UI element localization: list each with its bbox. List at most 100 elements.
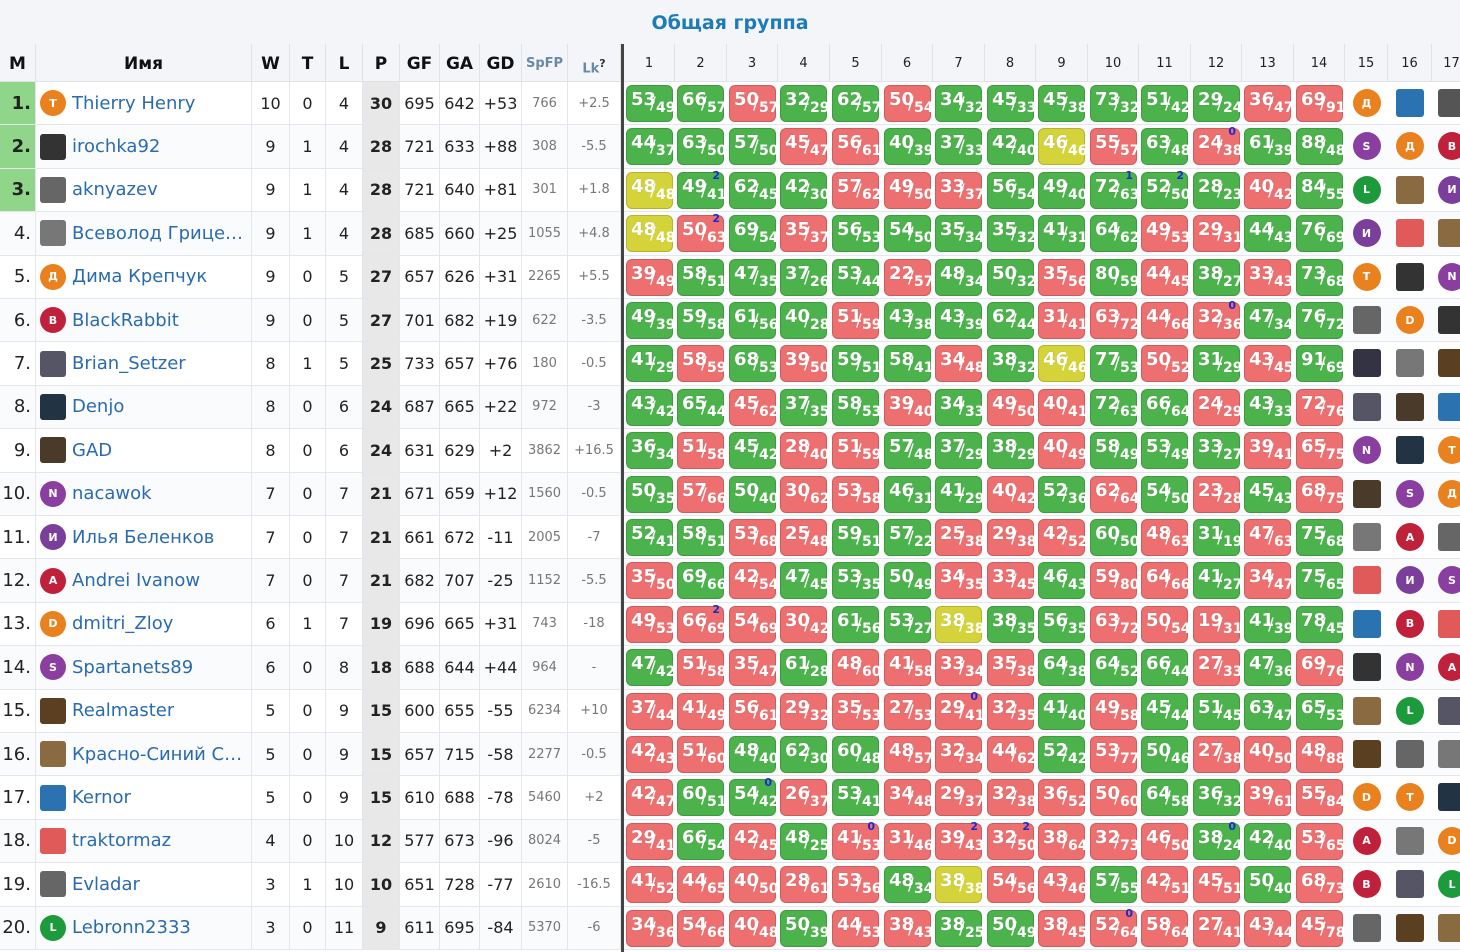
game-result[interactable]: 29/41 <box>626 822 675 860</box>
opponent-avatar[interactable] <box>1438 523 1460 551</box>
game-result[interactable]: 63/50 <box>677 128 726 166</box>
game-result[interactable]: 50/49 <box>884 562 933 600</box>
game-result[interactable]: 38/24 0 <box>1193 820 1242 860</box>
game-result[interactable]: 66/44 <box>1141 649 1190 687</box>
opponent-avatar[interactable] <box>1438 89 1460 117</box>
player-name-cell[interactable]: Т Thierry Henry <box>36 82 252 125</box>
game-result[interactable]: 52/64 0 <box>1090 907 1139 947</box>
opponent-avatar[interactable]: L <box>1438 870 1460 899</box>
game-result[interactable]: 31/46 <box>884 822 933 860</box>
game-result[interactable]: 56/35 <box>1038 605 1087 643</box>
opponent-avatar[interactable] <box>1438 783 1460 812</box>
game-result[interactable]: 76/69 <box>1296 215 1345 253</box>
game-result[interactable]: 37/29 <box>935 432 984 470</box>
game-result[interactable]: 69/76 <box>1296 649 1345 687</box>
game-result[interactable]: 35/47 <box>729 649 778 687</box>
game-result[interactable]: 24/29 <box>1193 388 1242 426</box>
game-result[interactable]: 58/51 <box>677 258 726 296</box>
opponent-avatar[interactable]: D <box>1438 826 1460 855</box>
header-m[interactable]: М <box>0 44 36 82</box>
game-result[interactable]: 53/49 <box>626 85 675 122</box>
game-result[interactable]: 48/40 <box>729 736 778 773</box>
game-result[interactable]: 49/40 <box>1038 171 1087 209</box>
game-result[interactable]: 44/66 <box>1141 302 1190 339</box>
game-result[interactable]: 34/48 <box>935 345 984 383</box>
game-result[interactable]: 57/50 <box>729 128 778 166</box>
game-result[interactable]: 53/77 <box>1090 736 1139 773</box>
game-result[interactable]: 45/62 <box>729 388 778 426</box>
game-result[interactable]: 46/50 <box>1141 822 1190 860</box>
game-result[interactable]: 50/60 <box>1090 779 1139 817</box>
game-result[interactable]: 23/28 <box>1193 475 1242 513</box>
opponent-avatar[interactable]: S <box>1396 479 1424 508</box>
player-name-cell[interactable]: L Lebronn2333 <box>36 906 252 949</box>
player-name-link[interactable]: Spartanets89 <box>72 656 194 678</box>
game-result[interactable]: 60/48 <box>832 736 881 773</box>
opponent-avatar[interactable] <box>1352 392 1381 421</box>
game-result[interactable]: 53/44 <box>832 258 881 296</box>
opponent-avatar[interactable]: И <box>1352 219 1381 248</box>
game-result[interactable]: 42/47 <box>626 779 675 817</box>
game-result[interactable]: 54/69 <box>729 605 778 643</box>
game-result[interactable]: 60/51 <box>677 779 726 817</box>
opponent-avatar[interactable] <box>1396 262 1424 291</box>
header-round-10[interactable]: 10 <box>1088 44 1139 82</box>
game-result[interactable]: 50/40 <box>729 475 778 513</box>
game-result[interactable]: 32/73 <box>1090 822 1139 860</box>
game-result[interactable]: 50/63 2 <box>677 212 726 253</box>
game-result[interactable]: 38/29 <box>987 432 1036 470</box>
game-result[interactable]: 66/69 2 <box>677 603 726 643</box>
game-result[interactable]: 27/41 <box>1193 909 1242 947</box>
game-result[interactable]: 49/41 2 <box>677 169 726 209</box>
game-result[interactable]: 37/33 <box>935 128 984 166</box>
game-result[interactable]: 39/43 2 <box>935 820 984 860</box>
game-result[interactable]: 40/42 <box>1244 171 1293 209</box>
game-result[interactable]: 42/40 <box>987 128 1036 166</box>
game-result[interactable]: 38/43 <box>884 909 933 947</box>
player-name-link[interactable]: Всеволод Грице… <box>72 222 244 244</box>
game-result[interactable]: 56/54 <box>987 171 1036 209</box>
game-result[interactable]: 49/58 <box>1090 692 1139 730</box>
game-result[interactable]: 60/50 <box>1090 519 1139 556</box>
header-round-13[interactable]: 13 <box>1242 44 1294 82</box>
game-result[interactable]: 50/57 <box>729 85 778 122</box>
game-result[interactable]: 35/34 <box>935 215 984 253</box>
game-result[interactable]: 50/54 <box>884 85 933 122</box>
game-result[interactable]: 27/38 <box>1193 736 1242 773</box>
game-result[interactable]: 47/35 <box>729 258 778 296</box>
game-result[interactable]: 63/47 <box>1244 692 1293 730</box>
game-result[interactable]: 42/51 <box>1141 866 1190 904</box>
player-name-cell[interactable]: Brian_Setzer <box>36 342 252 385</box>
opponent-avatar[interactable] <box>1396 870 1424 899</box>
game-result[interactable]: 38/38 <box>935 605 984 643</box>
opponent-avatar[interactable] <box>1352 566 1381 595</box>
game-result[interactable]: 24/38 0 <box>1193 125 1242 166</box>
game-result[interactable]: 41/49 <box>677 692 726 730</box>
player-name-cell[interactable]: И Илья Беленков <box>36 516 252 559</box>
game-result[interactable]: 33/43 <box>1244 258 1293 296</box>
game-result[interactable]: 42/40 <box>1244 822 1293 860</box>
opponent-avatar[interactable] <box>1396 219 1424 248</box>
opponent-avatar[interactable]: N <box>1396 653 1424 682</box>
header-gd[interactable]: GD <box>480 44 522 82</box>
game-result[interactable]: 43/45 <box>1244 345 1293 383</box>
game-result[interactable]: 73/32 <box>1090 85 1139 122</box>
player-name-link[interactable]: irochka92 <box>72 136 161 158</box>
game-result[interactable]: 34/47 <box>1244 562 1293 600</box>
game-result[interactable]: 32/50 2 <box>987 820 1036 860</box>
game-result[interactable]: 75/65 <box>1296 562 1345 600</box>
game-result[interactable]: 66/57 <box>677 85 726 122</box>
game-result[interactable]: 35/53 <box>832 692 881 730</box>
player-name-link[interactable]: BlackRabbit <box>72 309 179 331</box>
game-result[interactable]: 52/36 <box>1038 475 1087 513</box>
header-round-1[interactable]: 1 <box>624 44 675 82</box>
game-result[interactable]: 29/24 <box>1193 85 1242 122</box>
player-name-cell[interactable]: traktormaz <box>36 819 252 863</box>
game-result[interactable]: 47/34 <box>1244 302 1293 339</box>
game-result[interactable]: 50/35 <box>626 475 675 513</box>
player-name-cell[interactable]: A Andrei Ivanow <box>36 559 252 602</box>
game-result[interactable]: 48/57 <box>884 736 933 773</box>
game-result[interactable]: 37/26 <box>780 258 829 296</box>
game-result[interactable]: 33/27 <box>1193 432 1242 470</box>
